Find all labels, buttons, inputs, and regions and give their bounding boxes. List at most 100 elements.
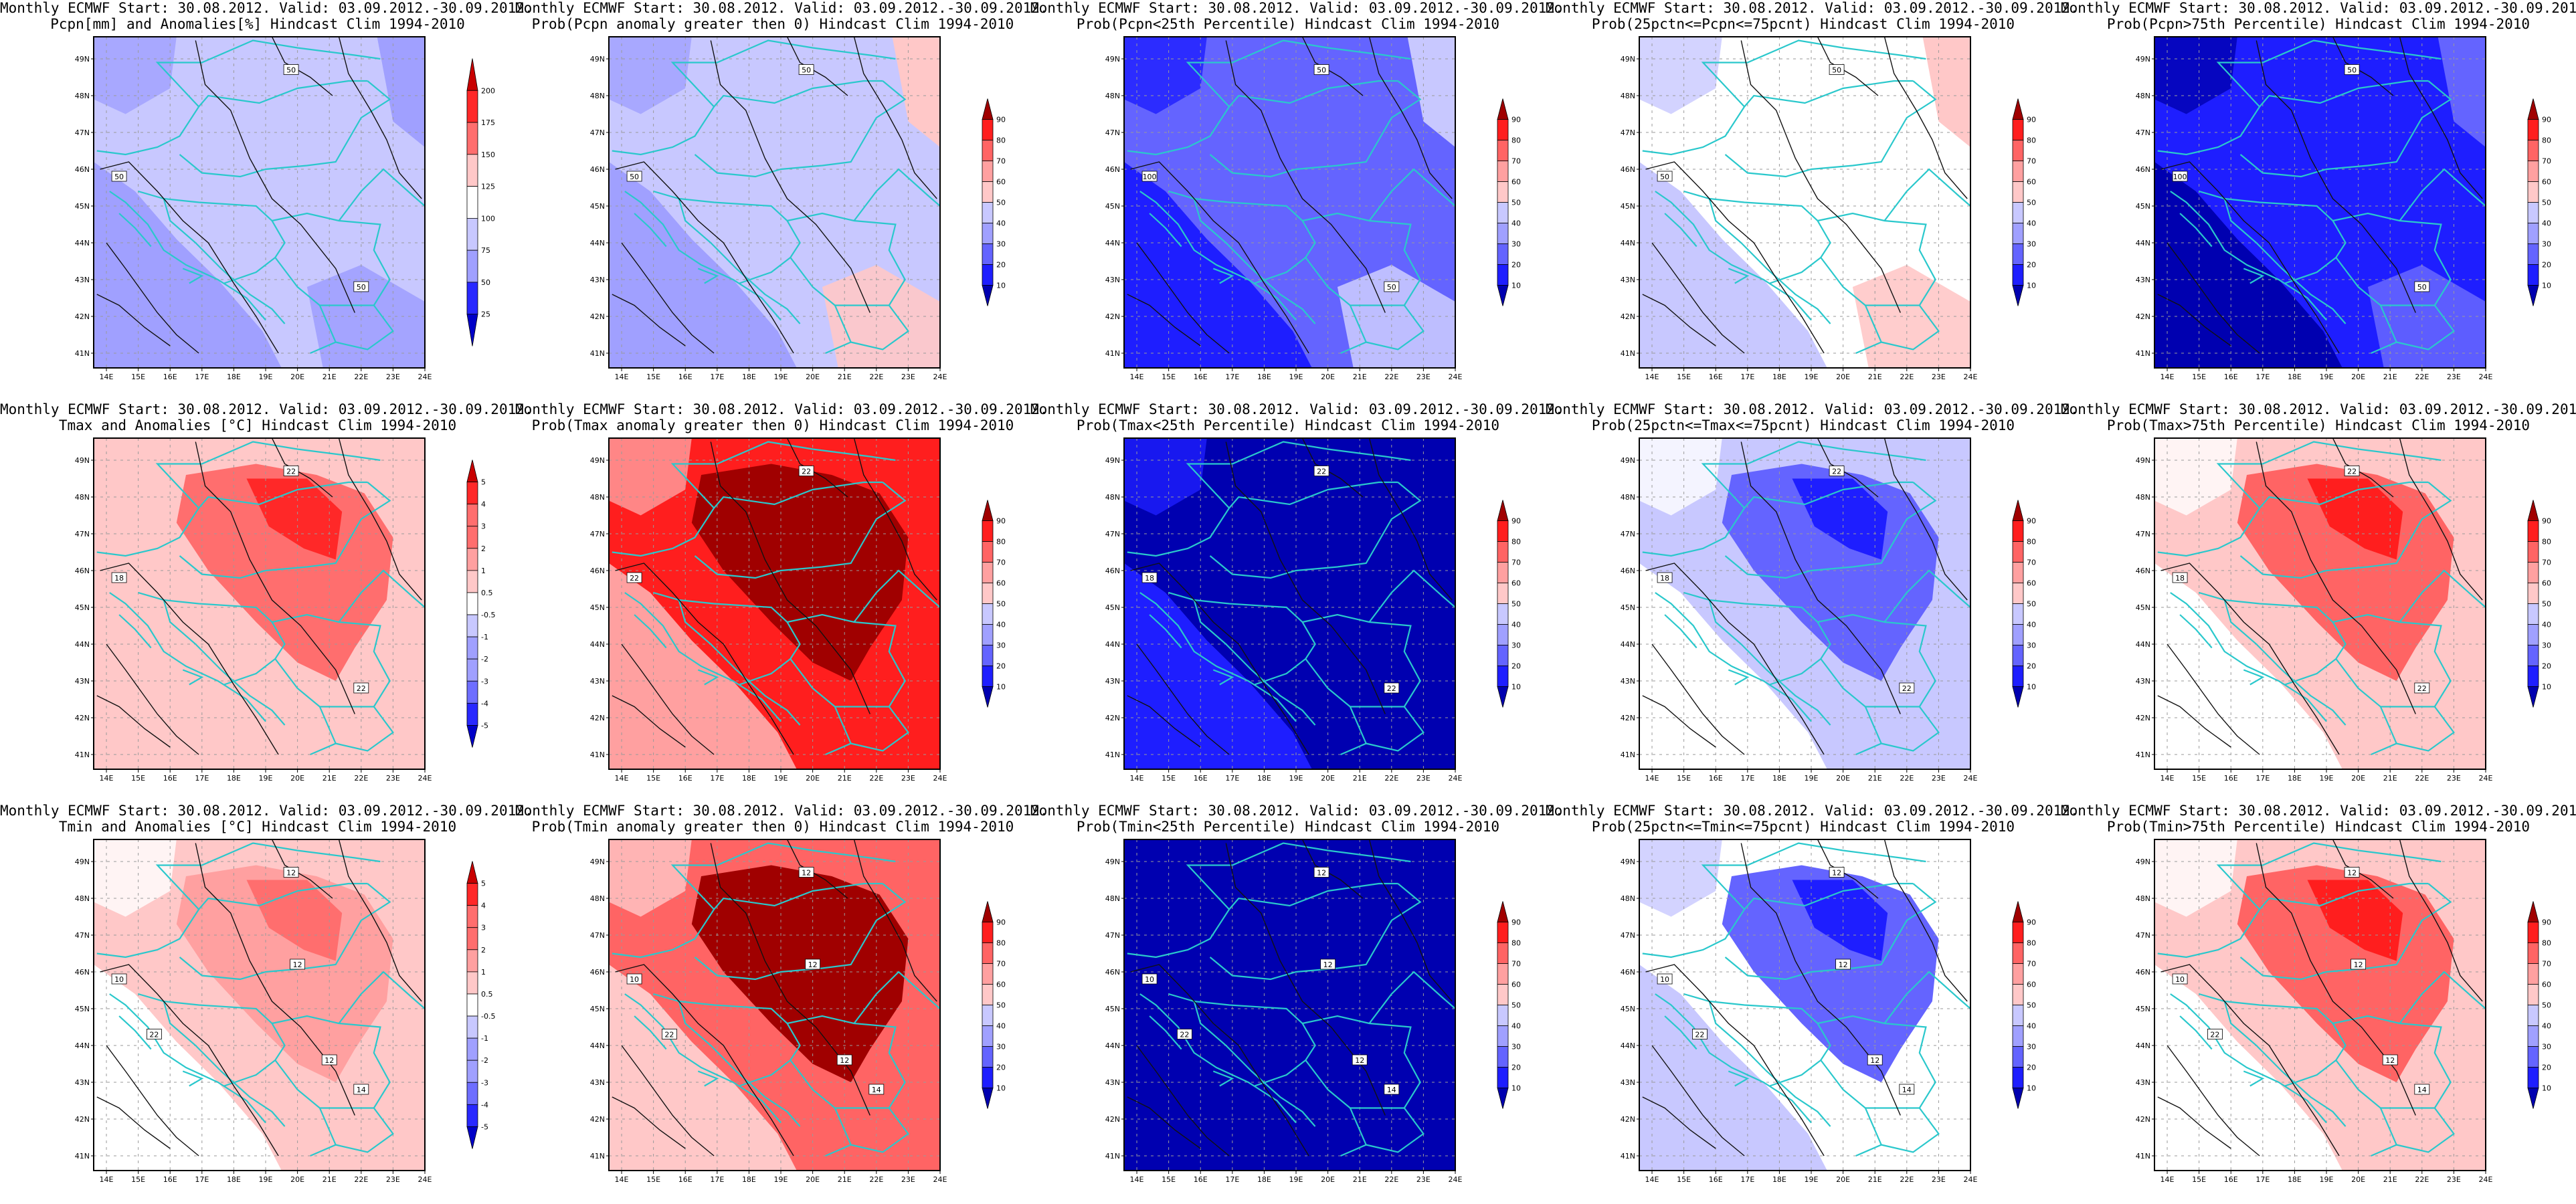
lon-tick-label: 15E: [2192, 774, 2206, 783]
colorbar-label: 30: [1511, 1043, 1521, 1051]
lon-tick-label: 17E: [1740, 373, 1754, 381]
colorbar-label: -5: [481, 721, 488, 730]
map-canvas: 50 100 50 14E 15E 16E 17E 18E 19E 20E 21E 22E 23E 24E…: [1105, 36, 1521, 381]
lon-tick-label: 22E: [2415, 373, 2429, 381]
svg-text:10: 10: [114, 975, 124, 984]
lat-tick-label: 43N: [2136, 1078, 2150, 1087]
panel-title-line1: Monthly ECMWF Start: 30.08.2012. Valid: …: [2061, 803, 2576, 819]
lat-tick-label: 46N: [590, 165, 605, 174]
lon-tick-label: 17E: [710, 373, 724, 381]
contour-label: 50: [1384, 281, 1400, 292]
map-frame: [608, 437, 941, 770]
colorbar-segment: [1497, 562, 1509, 583]
lat-tick-label: 49N: [1105, 55, 1120, 64]
colorbar-segment: [982, 1005, 994, 1026]
colorbar-segment: [2012, 583, 2024, 604]
lon-tick-label: 21E: [838, 774, 852, 783]
colorbar: 90 80 70 60 50 40 30 20 10: [1497, 901, 1521, 1109]
lon-axis: 14E 15E 16E 17E 18E 19E 20E 21E 22E 23E 24E: [1645, 769, 1978, 783]
colorbar-label: -3: [481, 1078, 488, 1087]
colorbar-cap-top: [1497, 901, 1509, 922]
lon-tick-label: 20E: [2351, 1175, 2365, 1184]
lat-tick-label: 41N: [590, 750, 605, 759]
colorbar-label: 70: [2542, 960, 2551, 969]
lon-tick-label: 22E: [354, 774, 368, 783]
colorbar-label: 50: [2027, 199, 2036, 207]
lon-tick-label: 17E: [1225, 774, 1239, 783]
contour-label: 18: [111, 572, 127, 583]
panel-title-line1: Monthly ECMWF Start: 30.08.2012. Valid: …: [515, 0, 1048, 16]
colorbar-segment: [2527, 922, 2539, 943]
lat-tick-label: 46N: [2136, 567, 2150, 575]
colorbar-label: 40: [2542, 1022, 2551, 1031]
colorbar-cap-top: [2012, 98, 2024, 120]
colorbar-segment: [2012, 119, 2024, 140]
lon-tick-label: 20E: [1836, 774, 1850, 783]
colorbar-segment: [2527, 645, 2539, 666]
colorbar-segment: [466, 504, 478, 527]
colorbar: 200 175 150 125 100 75 50 25: [466, 58, 495, 346]
graticule: [1124, 839, 1455, 1171]
lat-tick-label: 45N: [1105, 202, 1120, 211]
svg-text:50: 50: [2417, 283, 2427, 292]
colorbar-cap-bottom: [982, 285, 994, 306]
lat-tick-label: 41N: [1105, 750, 1120, 759]
map-canvas: 12 10 14 12 12 22 14E 15E 16E 17E 18E 19E 20E 21E 22E 2…: [1105, 839, 1521, 1184]
lon-tick-label: 24E: [2479, 373, 2493, 381]
lon-tick-label: 21E: [1353, 1175, 1367, 1184]
field-region-southwest: [94, 681, 155, 769]
colorbar-label: 10: [2027, 282, 2036, 290]
lat-tick-label: 46N: [590, 567, 605, 575]
lat-axis: 49N 48N 47N 46N 45N 44N 43N 42N 41N: [1621, 456, 1639, 759]
colorbar-label: 50: [2542, 199, 2551, 207]
map-frame: [608, 839, 941, 1171]
colorbar-label: 30: [2542, 1043, 2551, 1051]
lat-tick-label: 44N: [75, 239, 90, 247]
lon-tick-label: 22E: [1384, 373, 1398, 381]
graticule: [2154, 839, 2486, 1171]
lat-tick-label: 43N: [1105, 677, 1120, 686]
colorbar-label: 30: [2542, 240, 2551, 249]
lon-tick-label: 18E: [2288, 774, 2302, 783]
lon-tick-label: 20E: [1321, 1175, 1335, 1184]
colorbar-segment: [466, 548, 478, 571]
contour-label: 12: [1352, 1054, 1368, 1066]
colorbar-segment: [2527, 624, 2539, 645]
colorbar: 90 80 70 60 50 40 30 20 10: [982, 98, 1006, 306]
colorbar-cap-top: [466, 58, 478, 91]
svg-text:22: 22: [2210, 1031, 2219, 1039]
lat-axis: 49N 48N 47N 46N 45N 44N 43N 42N 41N: [1105, 456, 1124, 759]
colorbar-segment: [466, 614, 478, 637]
svg-text:12: 12: [2354, 961, 2363, 969]
lat-axis: 49N 48N 47N 46N 45N 44N 43N 42N 41N: [590, 456, 609, 759]
field-region-north: [2154, 839, 2237, 917]
field-region-southwest: [609, 280, 670, 368]
lon-tick-label: 16E: [2224, 373, 2238, 381]
colorbar-label: 20: [2542, 1064, 2551, 1072]
lat-tick-label: 41N: [75, 750, 90, 759]
lat-tick-label: 42N: [2136, 312, 2150, 321]
contour-label: 50: [353, 281, 369, 292]
svg-text:50: 50: [286, 66, 296, 75]
climatology-contours: [612, 839, 937, 1157]
colorbar: 90 80 70 60 50 40 30 20 10: [2012, 901, 2036, 1109]
lat-tick-label: 41N: [75, 349, 90, 358]
colorbar-label: 20: [996, 662, 1006, 671]
colorbar-segment: [2012, 942, 2024, 964]
svg-text:22: 22: [630, 574, 639, 583]
colorbar-label: 30: [2027, 1043, 2036, 1051]
colorbar-segment: [2527, 541, 2539, 563]
lon-tick-label: 19E: [259, 774, 273, 783]
colorbar: 5 4 3 2 1 0.5 -0.5 -1 -2 -3 -4 -5: [466, 861, 495, 1149]
colorbar-segment: [982, 603, 994, 625]
svg-text:12: 12: [802, 869, 811, 878]
lat-tick-label: 48N: [1621, 493, 1635, 502]
country-borders: [96, 842, 425, 1157]
panel-title-line2: Pcpn[mm] and Anomalies[%] Hindcast Clim …: [50, 16, 465, 32]
colorbar-label: 50: [1511, 199, 1521, 207]
colorbar-label: 10: [2542, 282, 2551, 290]
field-region-north: [1639, 839, 1722, 917]
colorbar-segment: [2527, 984, 2539, 1005]
graticule: [2154, 438, 2486, 769]
lon-tick-label: 14E: [1645, 1175, 1659, 1184]
